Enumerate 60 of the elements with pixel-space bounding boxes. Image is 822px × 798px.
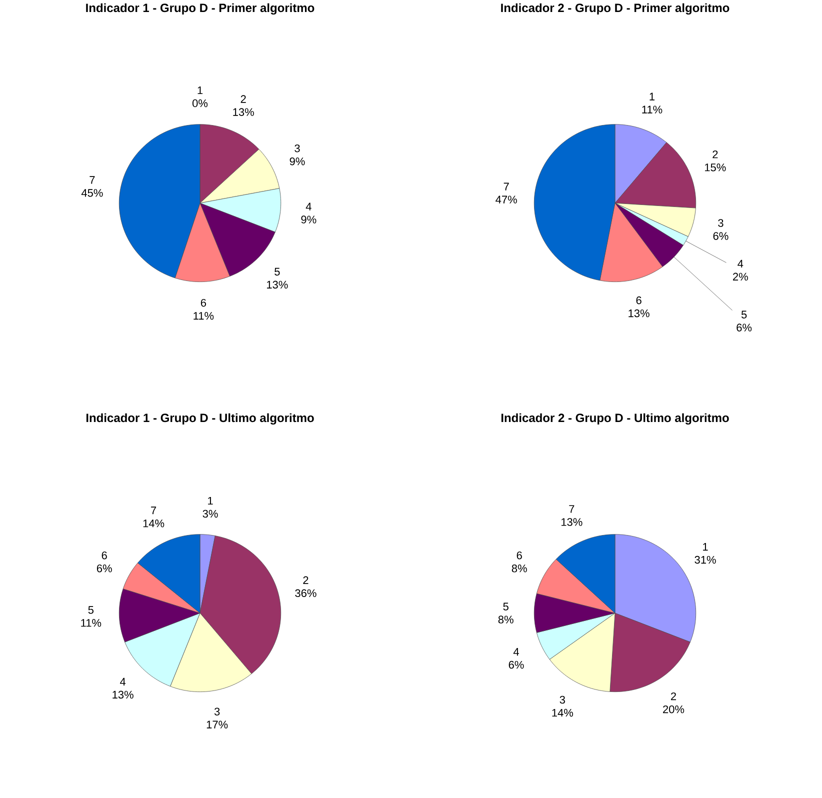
- slice-label: 6: [516, 551, 522, 560]
- data-label: 17%: [206, 720, 228, 728]
- slice-label: 3: [560, 696, 565, 704]
- data-label: 13%: [561, 518, 582, 526]
- slice-label: 6: [636, 296, 642, 304]
- data-label: 13%: [267, 280, 288, 289]
- slice-label: 1: [650, 92, 654, 100]
- slice-label: 1: [703, 542, 708, 551]
- slice-label: 5: [503, 602, 508, 610]
- slice-label: 3: [294, 144, 300, 152]
- slice-label: 2: [712, 150, 718, 158]
- slice-label: 4: [306, 202, 312, 210]
- text: 0%: [192, 99, 208, 108]
- slice-label: 1: [208, 496, 213, 504]
- chart-title: Indicador 2 - Grupo D - Primer algoritmo: [501, 3, 730, 15]
- slice-label: 7: [90, 176, 95, 184]
- data-label: 6%: [96, 564, 112, 572]
- data-label: 11%: [642, 106, 662, 114]
- data-label: 11%: [81, 619, 102, 627]
- data-label: 8%: [512, 564, 527, 572]
- data-label: 13%: [628, 309, 650, 318]
- chart-title: Indicador 1 - Grupo D - Primer algoritmo: [86, 3, 314, 15]
- slice-label: 5: [274, 268, 280, 276]
- data-label: 47%: [496, 196, 517, 204]
- chart-title: Indicador 2 - Grupo D - Ultimo algoritmo: [501, 413, 729, 425]
- data-label: 36%: [295, 589, 316, 598]
- slice-label: 3: [718, 219, 724, 227]
- slice-label: 4: [120, 678, 126, 686]
- data-label: 3%: [202, 510, 218, 518]
- data-label: 13%: [112, 690, 134, 699]
- slice-label: 6: [102, 551, 107, 560]
- data-label: 6%: [508, 660, 524, 669]
- slice-label: 5: [88, 606, 94, 614]
- data-label: 15%: [705, 164, 726, 172]
- slice-label: 5: [741, 310, 747, 318]
- data-label: 9%: [290, 157, 305, 166]
- data-label: 6%: [736, 324, 752, 332]
- slice-label: 2: [303, 576, 308, 584]
- slice-label: 7: [504, 182, 509, 190]
- slice-label: 4: [738, 260, 744, 268]
- data-label: 9%: [301, 216, 316, 224]
- data-label: 11%: [194, 312, 214, 320]
- data-label: 8%: [498, 616, 514, 624]
- slice-label: 6: [200, 298, 206, 307]
- data-label: 45%: [81, 189, 103, 197]
- data-label: 31%: [694, 556, 716, 564]
- slice-label: 2: [240, 95, 246, 103]
- slice-label: 7: [151, 506, 156, 514]
- slice-label: 4: [513, 648, 519, 656]
- data-label: 13%: [233, 108, 254, 116]
- data-label: 6%: [713, 232, 728, 240]
- slice-label: 7: [569, 505, 574, 513]
- data-label: 14%: [552, 708, 574, 717]
- data-label: 2%: [733, 272, 748, 280]
- chart-title: Indicador 1 - Grupo D - Ultimo algoritmo: [86, 413, 314, 425]
- slice-label: 2: [670, 692, 676, 700]
- data-label: 14%: [143, 520, 164, 528]
- slice-label: 3: [214, 708, 220, 716]
- data-label: 20%: [663, 705, 684, 714]
- category-label: 1: [198, 86, 203, 94]
